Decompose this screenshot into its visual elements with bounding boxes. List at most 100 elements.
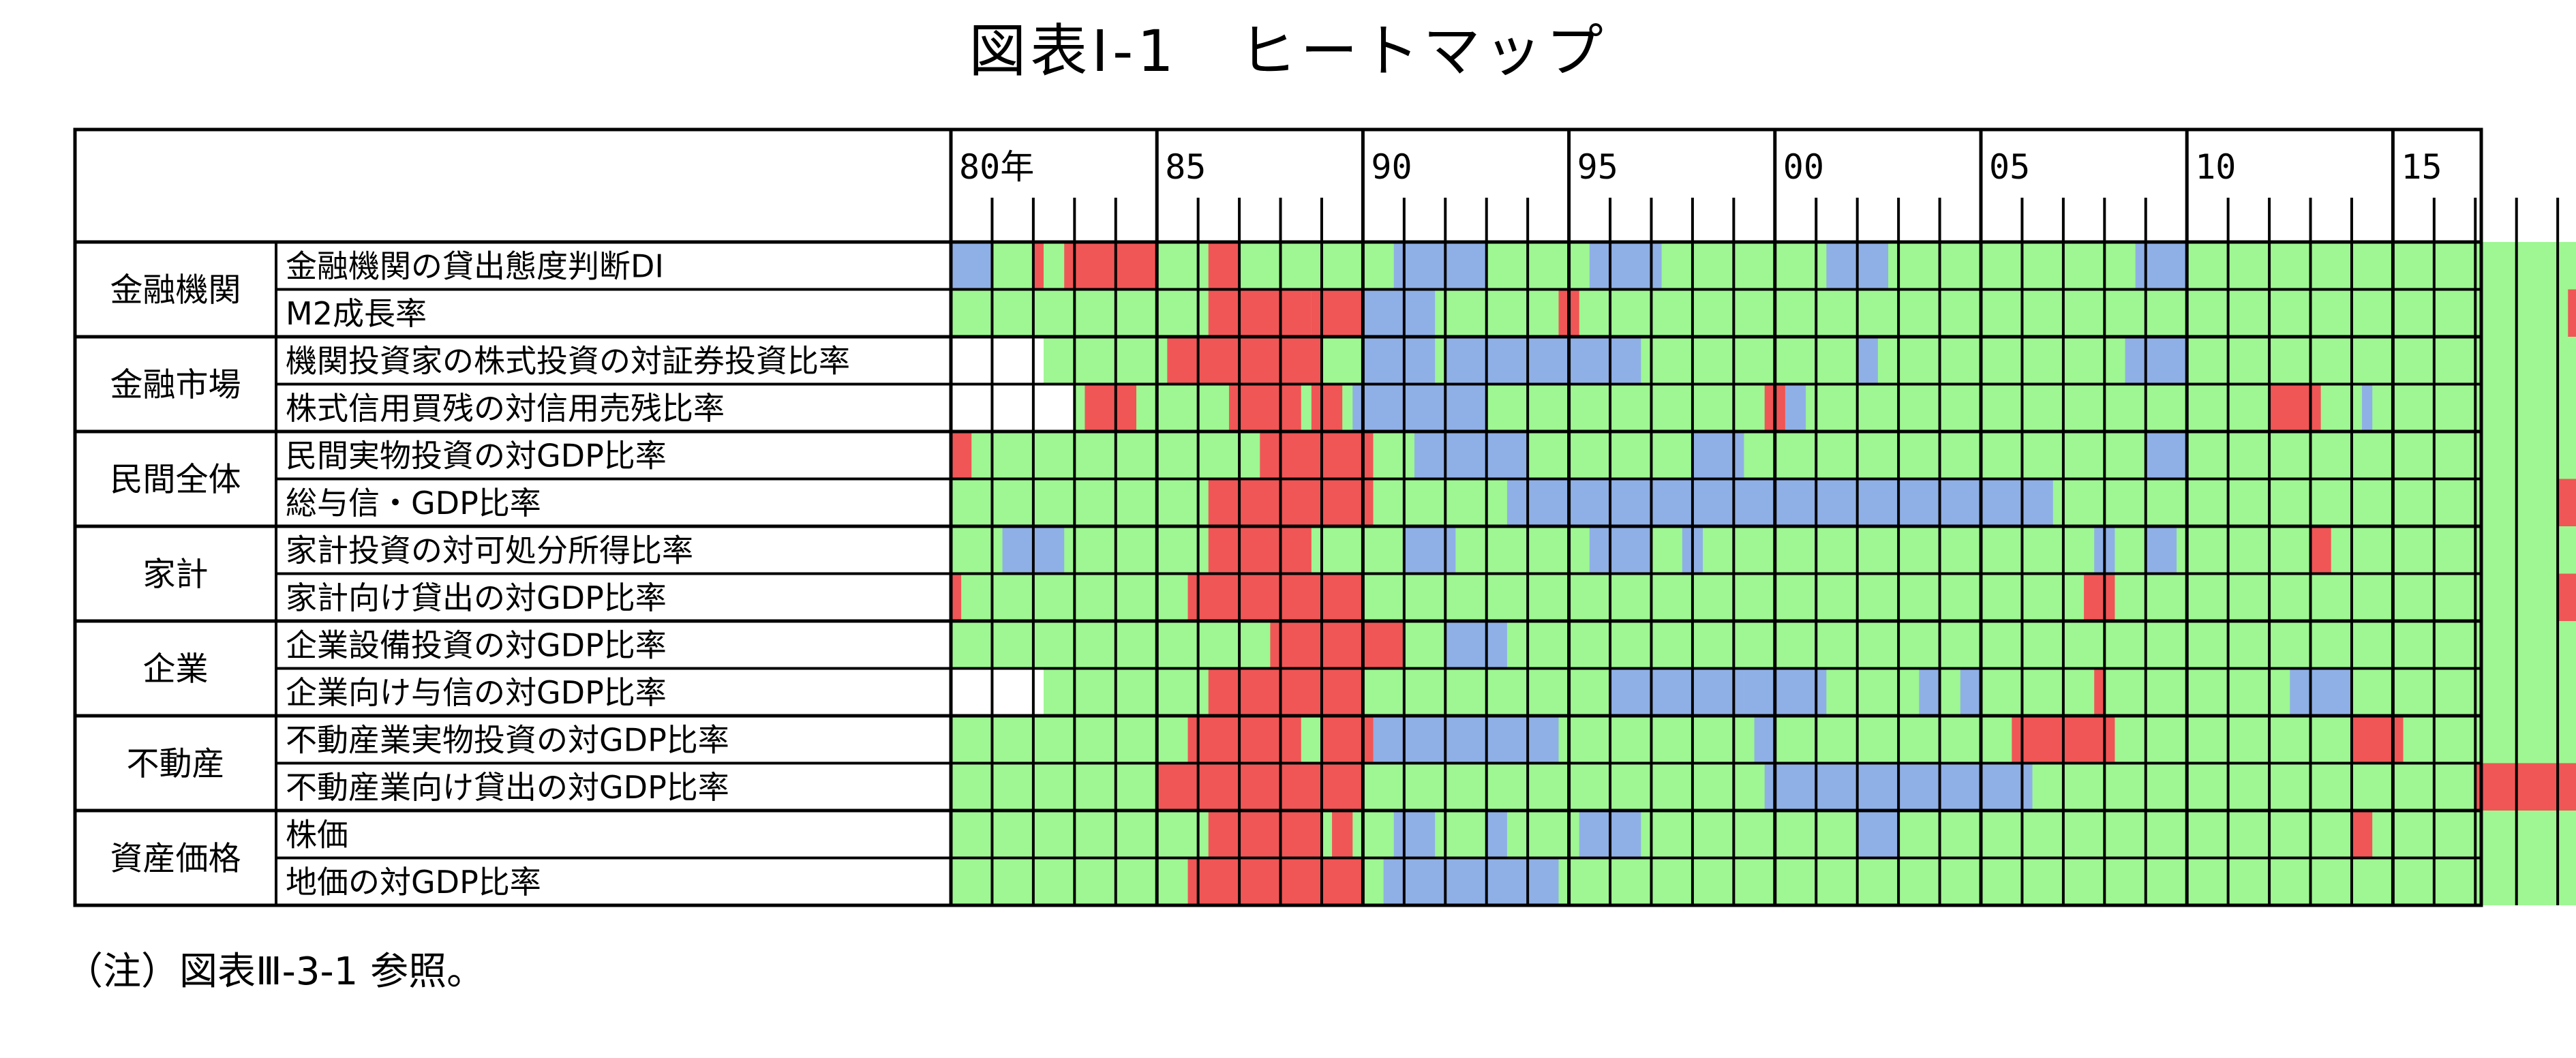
heat-cell-red xyxy=(1311,289,1363,337)
heat-cell-blue xyxy=(1857,337,1878,384)
heat-cell-red xyxy=(1311,384,1343,432)
heat-cell-red xyxy=(2475,763,2576,811)
heat-cell-red xyxy=(1270,621,1404,669)
heat-cell-blue xyxy=(1383,289,1436,337)
heat-cell-green xyxy=(951,621,2576,669)
row-label: 機関投資家の株式投資の対証券投資比率 xyxy=(286,342,850,379)
heat-cell-green xyxy=(951,811,2576,858)
heat-cell-blue xyxy=(1486,811,1507,858)
heat-cell-blue xyxy=(1610,668,1744,716)
heat-cell-blue xyxy=(1383,858,1528,905)
heat-cell-blue xyxy=(1404,526,1456,574)
heat-cell-green xyxy=(951,289,2576,337)
heat-cell-blue xyxy=(1414,432,1528,479)
heat-cell-red xyxy=(1332,811,1353,858)
group-label: 家計 xyxy=(142,556,208,594)
heat-cell-red xyxy=(1208,526,1312,574)
heat-cell-red xyxy=(1208,242,1240,290)
year-label: 95 xyxy=(1577,147,1618,187)
heat-cell-blue xyxy=(1785,384,1806,432)
heat-cell-red xyxy=(1260,432,1374,479)
heat-cell-blue xyxy=(1445,621,1507,669)
heat-cell-red xyxy=(2568,289,2576,337)
heat-cell-red xyxy=(1033,242,1044,290)
heat-cell-blue xyxy=(1919,668,1940,716)
chart-note: （注）図表Ⅲ-3-1 参照。 xyxy=(65,950,485,994)
row-label: 金融機関の貸出態度判断DI xyxy=(286,247,664,284)
heat-cell-blue xyxy=(1764,763,2002,811)
heat-cell-blue xyxy=(2362,384,2373,432)
heat-cell-blue xyxy=(1960,668,1981,716)
heat-cell-blue xyxy=(1589,526,1652,574)
group-label: 不動産 xyxy=(126,745,224,783)
heat-cell-red xyxy=(951,573,962,621)
heat-cell-blue xyxy=(2135,242,2187,290)
row-label: 不動産業実物投資の対GDP比率 xyxy=(286,721,729,758)
row-label: 企業設備投資の対GDP比率 xyxy=(286,626,667,663)
group-label: 資産価格 xyxy=(110,840,241,878)
heat-cell-green xyxy=(951,526,2576,574)
row-label: 企業向け与信の対GDP比率 xyxy=(286,674,667,711)
heat-cell-red xyxy=(2310,526,2331,574)
heat-cell-red xyxy=(1187,858,1363,905)
heat-cell-blue xyxy=(1991,763,2033,811)
table-frame xyxy=(73,127,2483,907)
heat-cell-blue xyxy=(1744,668,1827,716)
heat-cell-red xyxy=(2351,716,2404,764)
heat-cell-red xyxy=(1208,811,1322,858)
heat-cell-red xyxy=(2094,668,2105,716)
heat-cell-blue xyxy=(1393,716,1559,764)
row-label: 地価の対GDP比率 xyxy=(286,864,541,901)
year-label: 05 xyxy=(1989,147,2030,187)
heat-cell-blue xyxy=(2145,432,2187,479)
row-label: 家計向け貸出の対GDP比率 xyxy=(286,579,667,616)
heat-cell-blue xyxy=(951,242,992,290)
heat-cell-blue xyxy=(1352,384,1487,432)
row-label: 民間実物投資の対GDP比率 xyxy=(286,437,667,474)
heat-cell-blue xyxy=(1393,811,1436,858)
heat-cell-red xyxy=(951,432,972,479)
heat-cell-blue xyxy=(1393,242,1487,290)
heat-cell-red xyxy=(1208,289,1312,337)
heat-cell-blue xyxy=(1867,811,1899,858)
heat-cell-green xyxy=(951,242,2576,290)
heat-cell-green xyxy=(951,432,2576,479)
heat-cell-red xyxy=(2351,811,2373,858)
heat-cell-red xyxy=(2558,573,2576,621)
row-label: M2成長率 xyxy=(286,295,427,332)
year-label: 15 xyxy=(2401,147,2442,187)
heat-cell-red xyxy=(1208,479,1374,526)
heat-cell-red xyxy=(2084,573,2115,621)
heat-cell-blue xyxy=(1754,716,1775,764)
year-label: 00 xyxy=(1783,147,1824,187)
group-label: 金融機関 xyxy=(110,271,241,309)
heat-cell-blue xyxy=(1506,479,2053,526)
heat-cell-blue xyxy=(2145,526,2177,574)
heat-cell-blue xyxy=(1445,337,1641,384)
heat-cell-red xyxy=(1208,668,1363,716)
group-label: 金融市場 xyxy=(110,366,241,404)
heat-cell-blue xyxy=(1589,242,1662,290)
row-label: 不動産業向け貸出の対GDP比率 xyxy=(286,769,729,806)
heat-cell-blue xyxy=(1506,858,1559,905)
heat-cell-blue xyxy=(1363,337,1436,384)
heat-cell-red xyxy=(1187,716,1301,764)
chart-title: 図表Ⅰ-1 ヒートマップ xyxy=(969,18,1607,85)
heat-cell-red xyxy=(1187,573,1363,621)
row-label: 総与信・GDP比率 xyxy=(286,485,541,522)
heat-cell-red xyxy=(2269,384,2321,432)
heat-cell-blue xyxy=(2290,668,2352,716)
year-label: 80年 xyxy=(959,147,1034,187)
heat-cell-red xyxy=(1321,716,1374,764)
row-label: 株式信用買残の対信用売残比率 xyxy=(286,390,725,427)
group-label: 企業 xyxy=(142,650,208,689)
heat-cell-red xyxy=(1167,337,1322,384)
group-label: 民間全体 xyxy=(110,461,241,499)
heat-cell-red xyxy=(1064,242,1157,290)
heat-cell-red xyxy=(1228,384,1301,432)
row-label: 家計投資の対可処分所得比率 xyxy=(286,532,693,569)
year-label: 85 xyxy=(1165,147,1206,187)
heat-cell-blue xyxy=(2125,337,2187,384)
year-label: 90 xyxy=(1371,147,1412,187)
